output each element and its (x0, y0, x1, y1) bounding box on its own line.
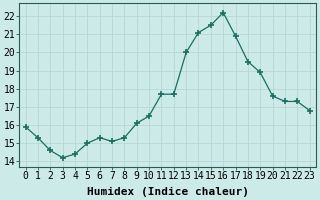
X-axis label: Humidex (Indice chaleur): Humidex (Indice chaleur) (87, 186, 249, 197)
